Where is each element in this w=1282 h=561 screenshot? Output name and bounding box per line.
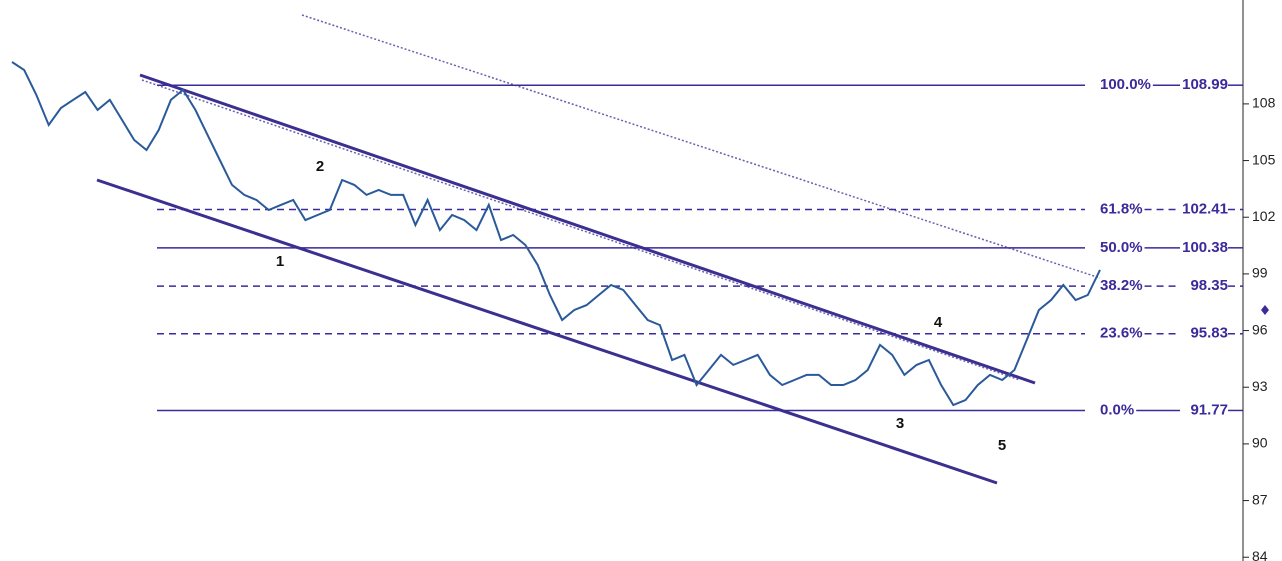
fib-ratio: 50.0% [1100, 239, 1143, 256]
channel-upper-dotted [141, 79, 1021, 381]
wave-label: 4 [934, 314, 943, 331]
y-tick-label: 105 [1252, 151, 1276, 167]
fib-ratio: 100.0% [1100, 76, 1151, 93]
y-tick-label: 96 [1252, 321, 1268, 337]
wave-label: 5 [998, 437, 1006, 454]
price-marker [1261, 305, 1269, 315]
y-tick-label: 99 [1252, 265, 1268, 281]
fib-price: 91.77 [1190, 401, 1228, 418]
channel-lower [96, 178, 998, 485]
wave-label: 3 [896, 415, 904, 432]
y-tick-label: 102 [1252, 208, 1276, 224]
fib-ratio: 23.6% [1100, 325, 1143, 342]
fib-price: 102.41 [1182, 200, 1228, 217]
wave-label: 2 [316, 158, 324, 175]
fib-price: 108.99 [1182, 76, 1228, 93]
y-tick-label: 90 [1252, 435, 1268, 451]
price-line [11, 61, 1101, 407]
fib-price: 98.35 [1190, 277, 1228, 294]
y-tick-label: 84 [1252, 548, 1268, 561]
parallel-dotted [301, 14, 1101, 279]
fib-price: 100.38 [1182, 239, 1228, 256]
y-tick-label: 108 [1252, 95, 1276, 111]
y-tick-label: 87 [1252, 491, 1268, 507]
wave-label: 1 [276, 253, 284, 270]
fib-ratio: 61.8% [1100, 200, 1143, 217]
fib-ratio: 0.0% [1100, 401, 1134, 418]
channel-upper [139, 73, 1036, 385]
y-tick-label: 93 [1252, 378, 1268, 394]
fib-ratio: 38.2% [1100, 277, 1143, 294]
fib-price: 95.83 [1190, 325, 1228, 342]
